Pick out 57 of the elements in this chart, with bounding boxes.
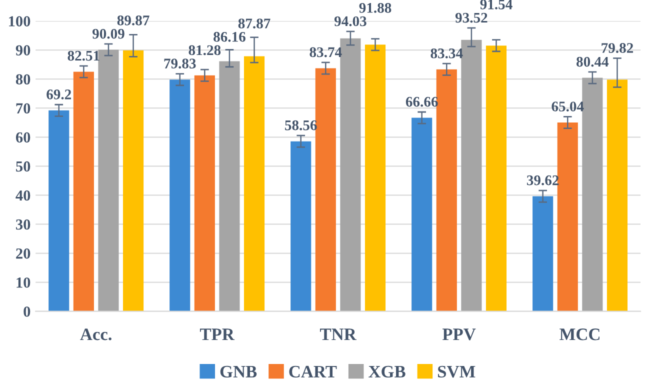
bar [123,50,144,312]
y-tick-label: 10 [16,277,30,288]
y-tick-label: 70 [16,103,30,114]
data-label: 91.88 [359,2,392,13]
data-label: 94.03 [334,16,366,26]
bar [244,56,265,312]
bar [48,110,70,312]
x-tick-label: TNR [320,328,357,340]
data-label: 87.87 [238,18,270,28]
bar [606,80,628,312]
y-tick-label: 40 [16,190,30,201]
data-label: 65.04 [552,102,584,112]
data-label: 81.28 [188,45,221,56]
bar [412,118,432,312]
bar [315,68,336,312]
y-tick-label: 90 [16,45,30,56]
x-tick-label: PPV [442,328,476,340]
legend-label: CART [289,366,337,378]
bar [364,44,386,312]
data-label: 79.82 [602,43,634,53]
legend-label: XGB [368,366,406,378]
data-label: 89.87 [117,15,150,26]
bar [461,40,482,312]
data-label: 80.44 [576,56,609,67]
bar [557,122,578,312]
data-label: 83.34 [430,48,463,58]
y-tick-label: 50 [16,161,30,172]
bar [436,69,457,312]
data-label: 69.2 [46,90,72,100]
data-label: 86.16 [214,32,246,42]
bar [582,78,603,312]
x-tick-label: Acc. [80,328,112,340]
bar [194,75,215,312]
y-tick-label: 60 [16,132,30,143]
y-tick-label: 80 [16,74,30,85]
y-tick-label: 30 [16,219,30,230]
data-label: 93.52 [455,12,488,23]
data-label: 83.74 [310,47,342,58]
data-label: 91.54 [480,0,512,10]
data-label: 82.51 [68,50,100,61]
x-tick-label: MCC [560,328,600,340]
bar [98,50,119,312]
bar [532,196,554,312]
data-label: 90.09 [92,28,124,39]
bar [486,46,507,312]
legend-label: GNB [220,366,257,378]
y-tick-label: 20 [16,248,30,259]
y-tick-label: 100 [9,16,30,26]
bar [219,61,240,312]
x-tick-label: TPR [200,328,235,340]
bar [170,80,190,312]
bar [290,141,312,312]
data-label: 79.83 [164,58,196,69]
legend-label: SVM [438,366,476,378]
y-tick-label: 0 [24,306,30,317]
bar [73,72,94,312]
bar [340,38,361,312]
